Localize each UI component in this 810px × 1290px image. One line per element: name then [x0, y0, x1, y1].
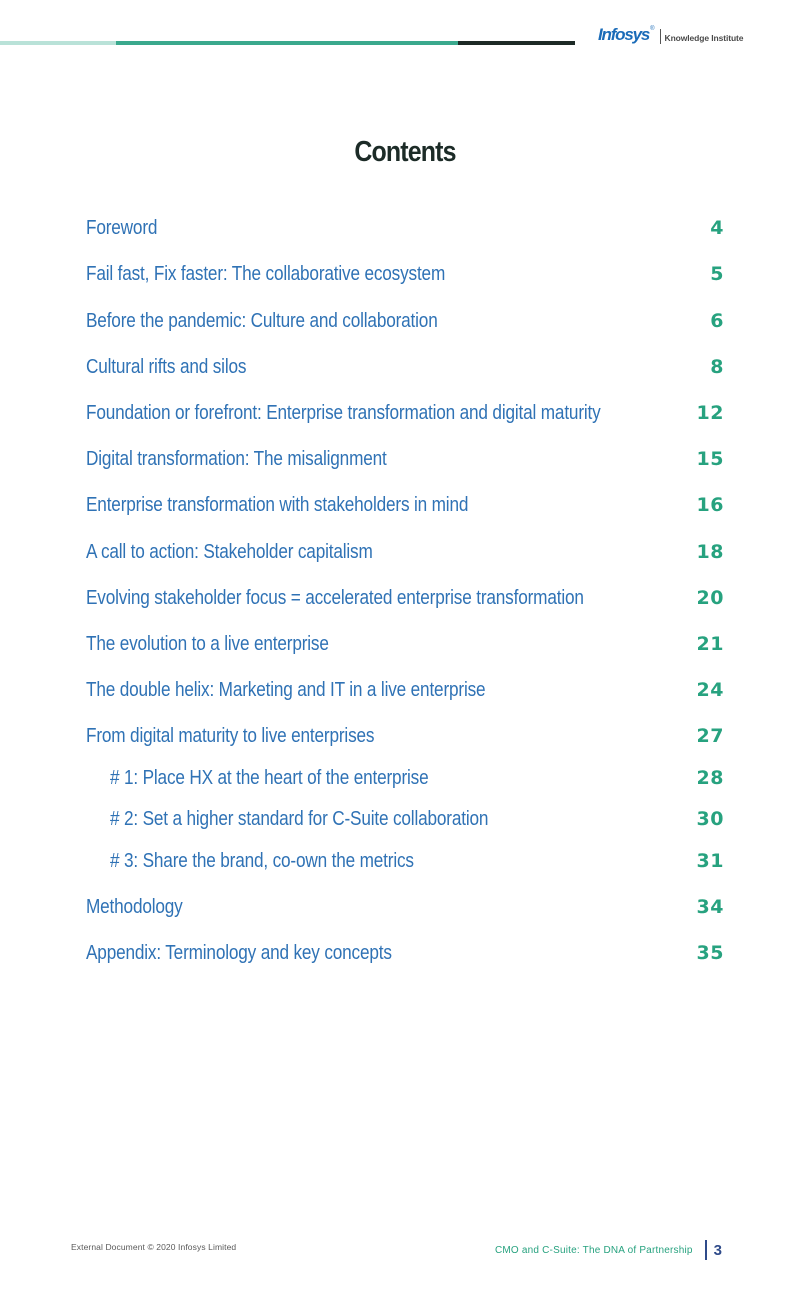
toc-subentry-page: 30: [696, 808, 724, 830]
toc-subentry-label: # 3: Share the brand, co-own the metrics: [110, 849, 414, 872]
toc-entry[interactable]: Foundation or forefront: Enterprise tran…: [86, 398, 724, 428]
infosys-logo: Infosys ® Knowledge Institute: [598, 25, 744, 44]
toc-entry-page: 5: [710, 263, 724, 285]
toc-entry-label: From digital maturity to live enterprise…: [86, 724, 375, 747]
toc-entry-label: Digital transformation: The misalignment: [86, 447, 387, 470]
page-title: Contents: [354, 136, 456, 168]
toc-entry-page: 16: [696, 494, 724, 516]
header-bar-teal: [116, 41, 458, 45]
toc-entry[interactable]: Cultural rifts and silos 8: [86, 352, 724, 382]
toc-subentry-page: 31: [696, 850, 724, 872]
toc-entry[interactable]: Enterprise transformation with stakehold…: [86, 490, 724, 520]
toc-subentry-label: # 1: Place HX at the heart of the enterp…: [110, 766, 429, 789]
toc-entry-page: 4: [710, 217, 724, 239]
toc-entry[interactable]: Before the pandemic: Culture and collabo…: [86, 306, 724, 336]
toc-entry-label: Foundation or forefront: Enterprise tran…: [86, 401, 601, 424]
toc-entry-page: 24: [696, 679, 724, 701]
toc-entry[interactable]: Appendix: Terminology and key concepts 3…: [86, 938, 724, 968]
footer-right: CMO and C-Suite: The DNA of Partnership …: [495, 1240, 722, 1260]
toc-entry-label: Enterprise transformation with stakehold…: [86, 493, 469, 516]
toc-subentry-page: 28: [696, 767, 724, 789]
toc-entry[interactable]: Foreword 4: [86, 213, 724, 243]
toc-entry-label: The evolution to a live enterprise: [86, 632, 329, 655]
toc-entry[interactable]: A call to action: Stakeholder capitalism…: [86, 537, 724, 567]
logo-divider: [659, 29, 661, 44]
toc-entry-label: Foreword: [86, 216, 158, 239]
toc-entry[interactable]: Methodology 34: [86, 892, 724, 922]
footer-divider: [704, 1240, 707, 1260]
toc-entry-page: 35: [696, 942, 724, 964]
toc-subentry[interactable]: # 3: Share the brand, co-own the metrics…: [86, 846, 724, 876]
toc-entry-page: 6: [710, 310, 724, 332]
toc-subentry[interactable]: # 2: Set a higher standard for C-Suite c…: [86, 804, 724, 834]
toc-entry-label: Cultural rifts and silos: [86, 355, 247, 378]
header-bar-light: [0, 41, 116, 45]
footer-copyright: External Document © 2020 Infosys Limited: [71, 1242, 237, 1252]
toc-subentry-label: # 2: Set a higher standard for C-Suite c…: [110, 807, 489, 830]
toc-entry-page: 15: [696, 448, 724, 470]
toc-entry-page: 20: [696, 587, 724, 609]
logo-registered-mark: ®: [650, 26, 655, 32]
logo-subtitle: Knowledge Institute: [664, 33, 744, 43]
toc-entry-page: 12: [696, 402, 724, 424]
toc-entry[interactable]: Digital transformation: The misalignment…: [86, 444, 724, 474]
toc-entry[interactable]: Evolving stakeholder focus = accelerated…: [86, 583, 724, 613]
toc-entry-label: Appendix: Terminology and key concepts: [86, 941, 392, 964]
toc-entry-page: 34: [696, 896, 724, 918]
toc-entry-label: Evolving stakeholder focus = accelerated…: [86, 586, 584, 609]
toc-entry[interactable]: From digital maturity to live enterprise…: [86, 721, 724, 751]
toc-subentry[interactable]: # 1: Place HX at the heart of the enterp…: [86, 763, 724, 793]
toc-entry-page: 21: [696, 633, 724, 655]
page-number: 3: [713, 1241, 722, 1259]
logo-wordmark: Infosys: [598, 25, 650, 44]
footer-document-title: CMO and C-Suite: The DNA of Partnership: [494, 1244, 693, 1256]
toc-entry[interactable]: Fail fast, Fix faster: The collaborative…: [86, 259, 724, 289]
toc-entry-page: 27: [696, 725, 724, 747]
toc-entry-label: A call to action: Stakeholder capitalism: [86, 540, 373, 563]
toc-entry[interactable]: The double helix: Marketing and IT in a …: [86, 675, 724, 705]
toc-entry-label: Fail fast, Fix faster: The collaborative…: [86, 262, 446, 285]
toc-entry-label: Methodology: [86, 895, 183, 918]
toc-entry-page: 8: [710, 356, 724, 378]
header-bar-dark: [458, 41, 575, 45]
toc-entry-label: Before the pandemic: Culture and collabo…: [86, 309, 438, 332]
toc-entry-label: The double helix: Marketing and IT in a …: [86, 678, 486, 701]
toc-entry-page: 18: [696, 541, 724, 563]
toc-entry[interactable]: The evolution to a live enterprise 21: [86, 629, 724, 659]
